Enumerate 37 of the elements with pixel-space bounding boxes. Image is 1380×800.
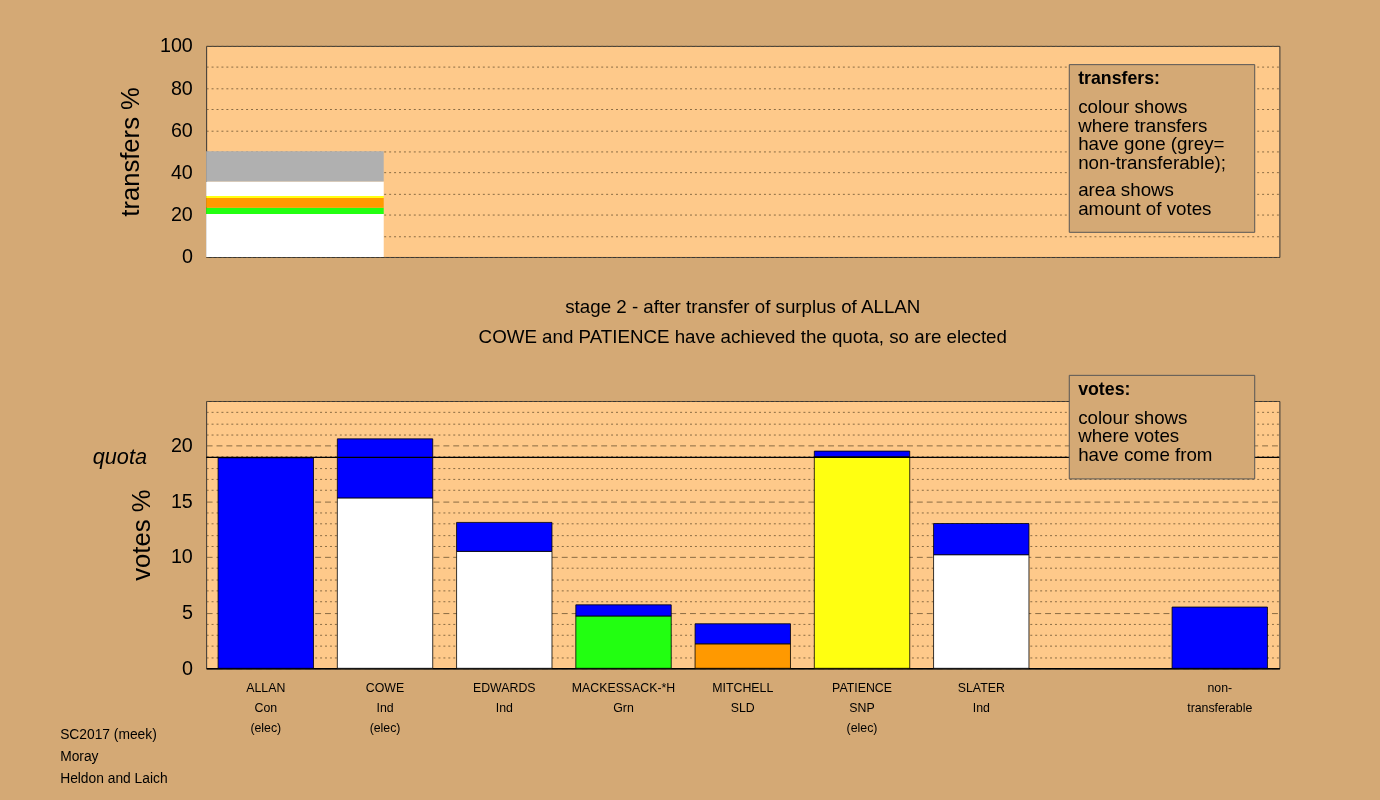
text: Heldon and Laich	[60, 770, 168, 786]
y-tick-label: 80	[170, 76, 193, 99]
y-axis-title: votes %	[127, 489, 156, 581]
y-tick-label: 100	[159, 34, 193, 57]
x-tick-label: MITCHELL SLD	[712, 681, 774, 716]
y-tick-label: 60	[170, 118, 193, 141]
y-tick-label: 0	[181, 656, 193, 679]
x-tick-label: PATIENCE SNP (elec)	[832, 681, 892, 735]
text: votes:	[1078, 379, 1131, 400]
x-tick-label: COWE Ind (elec)	[365, 681, 405, 735]
y-tick-label: 5	[181, 601, 193, 624]
text: area shows amount of votes	[1078, 178, 1212, 219]
bar	[206, 181, 384, 196]
x-tick-label: SLATER Ind	[957, 681, 1005, 716]
text: SC2017 (meek)	[60, 727, 157, 743]
x-tick-label: EDWARDS Ind	[473, 681, 536, 716]
bar	[206, 213, 384, 257]
annotation: colour shows where votes have come from	[1077, 406, 1213, 466]
chart-subtitle: COWE and PATIENCE have achieved the quota, so are elected	[478, 326, 1007, 348]
x-tick-label: ALLAN Con (elec)	[246, 681, 286, 735]
x-tick-label: MACKESSACK-*H Grn	[571, 681, 676, 716]
bar	[206, 207, 384, 214]
text: colour shows where transfers have gone (grey= non-transferable);	[1077, 95, 1227, 174]
ref-line-label: quota	[92, 444, 147, 470]
x-tick-label: non- transferable	[1187, 681, 1253, 716]
bar	[206, 197, 384, 208]
y-tick-label: 20	[170, 433, 193, 456]
y-tick-label: 15	[170, 489, 193, 512]
y-tick-label: 0	[181, 245, 193, 268]
y-axis-title: transfers %	[116, 87, 145, 217]
y-tick-label: 10	[170, 545, 193, 568]
text: transfers:	[1078, 68, 1161, 89]
text: Moray	[60, 749, 99, 765]
chart-title: stage 2 - after transfer of surplus of ALLAN	[565, 295, 921, 317]
bar	[206, 151, 384, 182]
y-tick-label: 40	[170, 160, 193, 183]
y-tick-label: 20	[170, 203, 193, 226]
